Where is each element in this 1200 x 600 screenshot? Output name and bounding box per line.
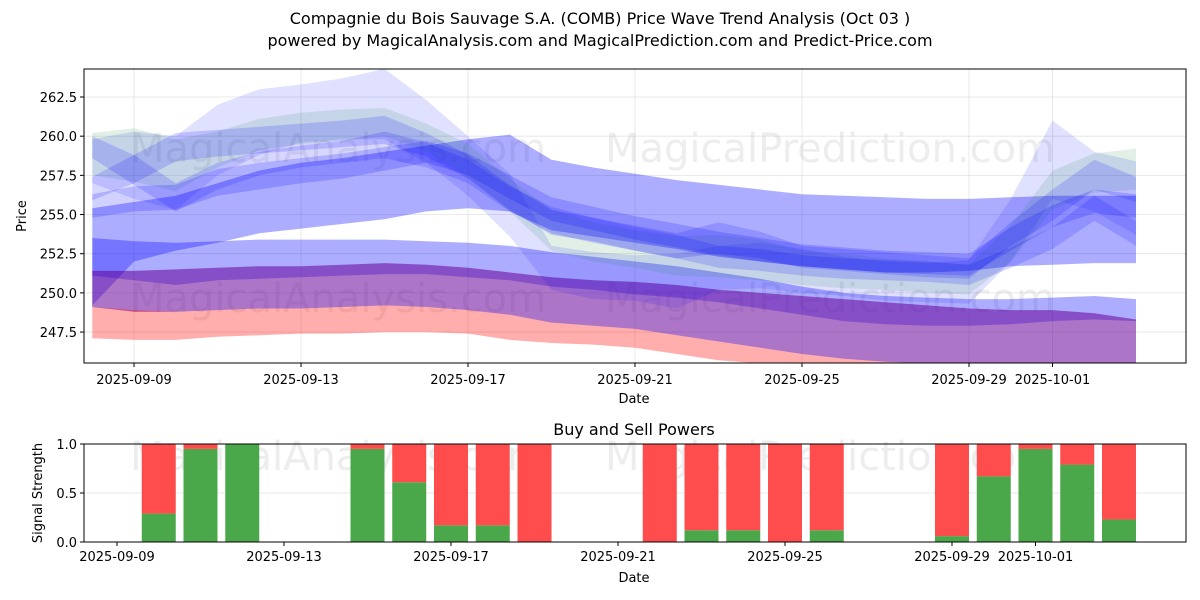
- band-wave-green-1: [92, 108, 1136, 295]
- buy-bar: [350, 448, 385, 542]
- band-purple-band-blue: [92, 263, 1136, 363]
- signal-y-axis-label: Signal Strength: [31, 443, 46, 543]
- main-x-tick-label: 2025-09-21: [597, 373, 673, 388]
- main-y-tick-label: 260.0: [40, 130, 77, 145]
- main-x-axis-label: Date: [618, 392, 649, 407]
- signal-y-tick-label: 1.0: [56, 438, 77, 453]
- buy-bar: [726, 530, 761, 542]
- band-wave-light-blue-1: [92, 69, 1136, 309]
- sell-bar: [684, 444, 719, 531]
- buy-bar: [976, 476, 1011, 542]
- signal-y-tick-label: 0.0: [56, 536, 77, 551]
- main-watermarks: MagicalAnalysis.com MagicalPrediction.com…: [130, 126, 1055, 322]
- main-x-tick-label: 2025-09-13: [263, 373, 339, 388]
- chart-title: Compagnie du Bois Sauvage S.A. (COMB) Pr…: [289, 9, 911, 28]
- main-y-tick-label: 257.5: [40, 169, 77, 184]
- main-y-ticks: 247.5 250.0 252.5 255.0 257.5 260.0 262.5: [40, 91, 84, 341]
- buy-bar: [434, 525, 468, 542]
- sell-bar: [475, 444, 510, 526]
- sell-bar: [935, 444, 969, 537]
- buy-bar: [475, 525, 510, 542]
- band-wave-blue-3: [92, 115, 1136, 285]
- main-y-tick-label: 247.5: [40, 326, 77, 341]
- watermark-text: MagicalPrediction.com: [605, 276, 1055, 322]
- main-x-tick-label: 2025-10-01: [1015, 373, 1091, 388]
- sell-bar: [976, 444, 1011, 477]
- buy-bar: [225, 444, 260, 542]
- buy-bar: [183, 448, 218, 542]
- sell-bar: [350, 444, 385, 449]
- band-wave-blue-4: [92, 140, 1136, 276]
- sell-bar: [642, 444, 677, 542]
- buy-bar: [809, 530, 844, 542]
- sell-bar: [1060, 444, 1095, 465]
- signal-y-tick-label: 0.5: [56, 487, 77, 502]
- watermark-text: MagicalPrediction.com: [605, 126, 1055, 172]
- buy-bar: [1018, 448, 1053, 542]
- signal-x-ticks: 2025-09-09 2025-09-13 2025-09-17 2025-09-21…: [79, 542, 1073, 565]
- main-x-tick-label: 2025-09-09: [96, 373, 172, 388]
- signal-x-axis-label: Date: [618, 571, 649, 586]
- buy-bar: [141, 513, 176, 542]
- signal-x-tick-label: 2025-09-21: [580, 550, 656, 565]
- signal-x-tick-label: 2025-09-25: [747, 550, 823, 565]
- buy-bar: [392, 482, 427, 542]
- sell-bar: [517, 444, 552, 542]
- sell-bar: [1102, 444, 1136, 520]
- sell-bar: [392, 444, 427, 483]
- sell-bar: [183, 444, 218, 449]
- buy-bar: [1060, 464, 1095, 542]
- main-x-tick-label: 2025-09-25: [764, 373, 840, 388]
- band-wide-blue-upper: [92, 134, 1136, 306]
- main-x-tick-label: 2025-09-17: [430, 373, 506, 388]
- signal-x-tick-label: 2025-09-13: [246, 550, 322, 565]
- main-y-axis-label: Price: [15, 200, 30, 232]
- main-y-tick-label: 262.5: [40, 91, 77, 106]
- main-x-tick-label: 2025-09-29: [931, 373, 1007, 388]
- signal-x-tick-label: 2025-09-29: [914, 550, 990, 565]
- signal-x-tick-label: 2025-09-17: [413, 550, 489, 565]
- main-grid: [84, 69, 1186, 363]
- main-y-tick-label: 252.5: [40, 248, 77, 263]
- buy-bar: [684, 530, 719, 542]
- sell-bar: [768, 444, 802, 542]
- watermark-text: MagicalAnalysis.com: [130, 276, 546, 322]
- signal-bars: [141, 444, 1136, 542]
- signal-chart-title: Buy and Sell Powers: [553, 420, 715, 439]
- chart-subtitle: powered by MagicalAnalysis.com and Magic…: [267, 31, 933, 50]
- buy-bar: [1102, 519, 1136, 542]
- main-y-tick-label: 250.0: [40, 287, 77, 302]
- signal-x-tick-label: 2025-09-09: [79, 550, 155, 565]
- buy-bar: [935, 536, 969, 542]
- main-bands: [92, 69, 1136, 363]
- main-x-ticks: 2025-09-09 2025-09-13 2025-09-17 2025-09-21…: [96, 363, 1090, 388]
- band-purple-band-red: [92, 263, 1136, 363]
- sell-bar: [141, 444, 176, 514]
- signal-y-ticks: 0.0 0.5 1.0: [56, 438, 84, 551]
- main-y-tick-label: 255.0: [40, 209, 77, 224]
- signal-x-tick-label: 2025-10-01: [998, 550, 1074, 565]
- band-red-lower-band: [92, 305, 917, 363]
- sell-bar: [1018, 444, 1053, 449]
- sell-bar: [726, 444, 761, 531]
- sell-bar: [434, 444, 468, 526]
- band-blue-middle-band: [92, 238, 1136, 326]
- watermark-text: MagicalAnalysis.com: [130, 126, 546, 172]
- sell-bar: [809, 444, 844, 531]
